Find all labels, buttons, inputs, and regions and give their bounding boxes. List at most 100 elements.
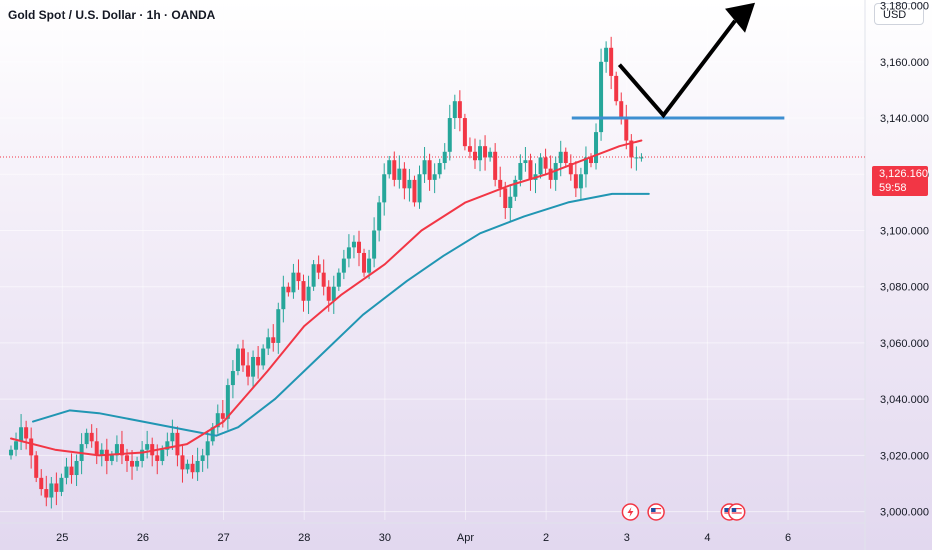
candle-body bbox=[301, 281, 306, 301]
candle-body bbox=[230, 371, 235, 386]
candle-body bbox=[29, 438, 34, 456]
candle-body bbox=[225, 385, 230, 419]
candle-body bbox=[362, 252, 367, 273]
candle-body bbox=[19, 427, 24, 442]
candle-body bbox=[266, 337, 271, 349]
candle-body bbox=[220, 413, 225, 419]
y-tick-label: 3,060.000 bbox=[880, 338, 929, 350]
candle-body bbox=[619, 101, 624, 119]
candle-body bbox=[377, 202, 382, 231]
x-tick-label: 6 bbox=[785, 532, 791, 544]
x-tick-label: 3 bbox=[624, 532, 630, 544]
candle-body bbox=[246, 365, 251, 377]
currency-button[interactable]: USD bbox=[874, 3, 924, 25]
candle-body bbox=[124, 455, 129, 461]
candle-body bbox=[296, 272, 301, 282]
candle-body bbox=[599, 61, 604, 133]
candle-body bbox=[351, 241, 356, 248]
candle-body bbox=[140, 449, 145, 461]
y-tick-label: 3,040.000 bbox=[880, 394, 929, 406]
candle-body bbox=[326, 286, 331, 301]
candle-body bbox=[513, 179, 518, 197]
us-flag-event-icon[interactable] bbox=[727, 503, 746, 521]
candle-body bbox=[235, 348, 240, 372]
candle-body bbox=[306, 286, 311, 301]
candle-body bbox=[261, 348, 266, 366]
candle-body bbox=[336, 272, 341, 287]
candle-body bbox=[74, 460, 79, 476]
candle-body bbox=[14, 441, 19, 450]
candle-body bbox=[281, 286, 286, 310]
candle-body bbox=[588, 157, 593, 164]
candle-body bbox=[195, 460, 200, 473]
bar-countdown: 59:58 bbox=[879, 182, 907, 194]
candle-body bbox=[130, 460, 135, 467]
candle-body bbox=[462, 118, 467, 147]
candle-body bbox=[316, 264, 321, 273]
candle-body bbox=[624, 118, 629, 141]
candle-body bbox=[543, 157, 548, 169]
last-price-value: 3,126.160 bbox=[879, 168, 928, 180]
candle-body bbox=[341, 258, 346, 273]
candle-body bbox=[573, 174, 578, 189]
x-tick-label: 27 bbox=[217, 532, 229, 544]
candle-body bbox=[392, 160, 397, 180]
candle-body bbox=[437, 163, 442, 175]
drawn-arrow-head bbox=[725, 2, 756, 33]
candle-body bbox=[180, 455, 185, 470]
x-tick-label: Apr bbox=[457, 532, 474, 544]
candle-body bbox=[155, 455, 160, 461]
candle-body bbox=[578, 174, 583, 189]
candle-body bbox=[614, 75, 619, 102]
x-tick-label: 30 bbox=[379, 532, 391, 544]
y-tick-label: 3,180.000 bbox=[880, 1, 929, 13]
y-tick-label: 3,020.000 bbox=[880, 450, 929, 462]
candle-body bbox=[271, 337, 276, 343]
candle-body bbox=[382, 174, 387, 203]
candle-body bbox=[402, 168, 407, 189]
candle-body bbox=[583, 157, 588, 175]
flash-event-icon[interactable] bbox=[621, 503, 640, 521]
candle-body bbox=[84, 432, 89, 445]
candle-body bbox=[609, 47, 614, 76]
candle-body bbox=[109, 455, 114, 461]
candle-body bbox=[367, 258, 372, 273]
candle-body bbox=[114, 444, 119, 456]
candle-body bbox=[558, 151, 563, 164]
x-tick-label: 2 bbox=[543, 532, 549, 544]
candle-body bbox=[548, 168, 553, 180]
candle-body bbox=[523, 160, 528, 164]
candle-body bbox=[629, 140, 634, 158]
candle-body bbox=[24, 427, 29, 439]
candle-body bbox=[498, 179, 503, 189]
candle-body bbox=[200, 455, 205, 461]
candle-body bbox=[508, 196, 513, 208]
candle-body bbox=[119, 444, 124, 456]
candle-body bbox=[185, 463, 190, 470]
candle-body bbox=[467, 146, 472, 152]
ma-slow-line bbox=[32, 192, 650, 437]
y-tick-label: 3,080.000 bbox=[880, 282, 929, 294]
candle-body bbox=[94, 441, 99, 456]
drawn-arrow-line bbox=[617, 19, 737, 119]
candle-body bbox=[59, 477, 64, 492]
candle-body bbox=[251, 356, 256, 377]
candle-body bbox=[170, 432, 175, 442]
x-tick-label: 28 bbox=[298, 532, 310, 544]
candle-body bbox=[215, 413, 220, 428]
candle-body bbox=[472, 151, 477, 161]
candle-body bbox=[503, 188, 508, 208]
candle-body bbox=[483, 146, 488, 158]
candle-body bbox=[346, 247, 351, 259]
candle-body bbox=[240, 348, 245, 366]
candle-body bbox=[442, 151, 447, 164]
y-tick-label: 3,100.000 bbox=[880, 225, 929, 237]
candle-body bbox=[488, 151, 493, 158]
candle-body bbox=[69, 466, 74, 476]
x-tick-label: 4 bbox=[704, 532, 710, 544]
ma-fast-line bbox=[10, 139, 643, 457]
candle-body bbox=[321, 272, 326, 287]
us-flag-event-icon[interactable] bbox=[647, 503, 665, 521]
candle-body bbox=[64, 466, 69, 478]
